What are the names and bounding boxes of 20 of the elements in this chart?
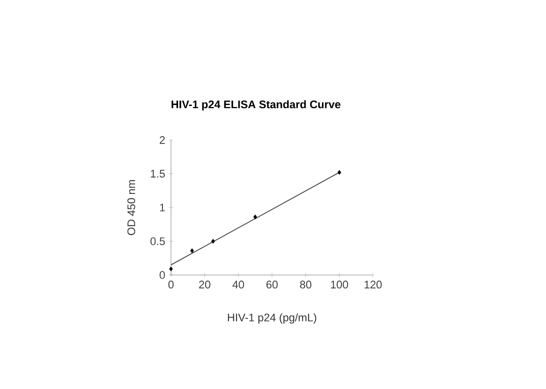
- point: [169, 266, 173, 272]
- y-tick-label: 0: [160, 271, 165, 279]
- point: [253, 214, 258, 220]
- chart-title: HIV-1 p24 ELISA Standard Curve: [172, 100, 340, 110]
- x-tick-label: 20: [199, 280, 210, 288]
- x-tick-label: 0: [168, 280, 174, 288]
- x-tick-label: 60: [266, 280, 278, 288]
- y-axis-title: OD 450 nm: [127, 180, 136, 236]
- y-tick-label: 0.5: [150, 237, 165, 246]
- x-tick-label: 120: [364, 280, 382, 288]
- point: [337, 170, 342, 175]
- y-tick-label: 1.5: [150, 170, 165, 178]
- x-tick-label: 80: [300, 280, 312, 288]
- x-tick-label: 100: [330, 280, 348, 288]
- point: [190, 248, 194, 254]
- y-tick-label: 2: [160, 136, 165, 144]
- x-tick-label: 40: [232, 280, 244, 288]
- point: [211, 238, 215, 244]
- y-tick-label: 1: [160, 204, 165, 212]
- x-axis-title: HIV-1 p24 (pg/mL): [228, 313, 316, 324]
